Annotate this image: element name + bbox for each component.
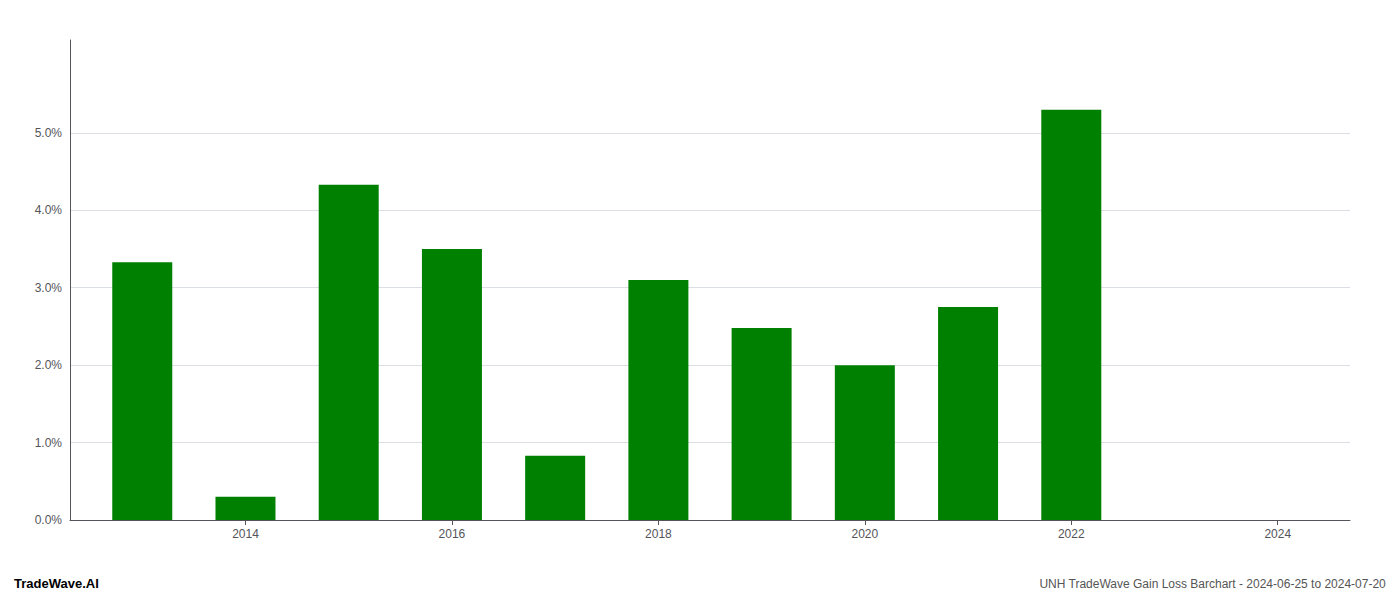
svg-text:4.0%: 4.0% <box>35 203 63 217</box>
svg-text:2.0%: 2.0% <box>35 358 63 372</box>
svg-text:5.0%: 5.0% <box>35 126 63 140</box>
svg-text:TradeWave.AI: TradeWave.AI <box>14 576 99 591</box>
svg-text:2024: 2024 <box>1264 527 1291 541</box>
svg-text:UNH TradeWave Gain Loss Barcha: UNH TradeWave Gain Loss Barchart - 2024-… <box>1039 577 1386 591</box>
svg-text:2020: 2020 <box>851 527 878 541</box>
svg-text:2016: 2016 <box>439 527 466 541</box>
svg-text:2014: 2014 <box>232 527 259 541</box>
svg-text:2018: 2018 <box>645 527 672 541</box>
svg-text:3.0%: 3.0% <box>35 281 63 295</box>
svg-text:0.0%: 0.0% <box>35 513 63 527</box>
svg-text:2022: 2022 <box>1058 527 1085 541</box>
svg-text:1.0%: 1.0% <box>35 436 63 450</box>
